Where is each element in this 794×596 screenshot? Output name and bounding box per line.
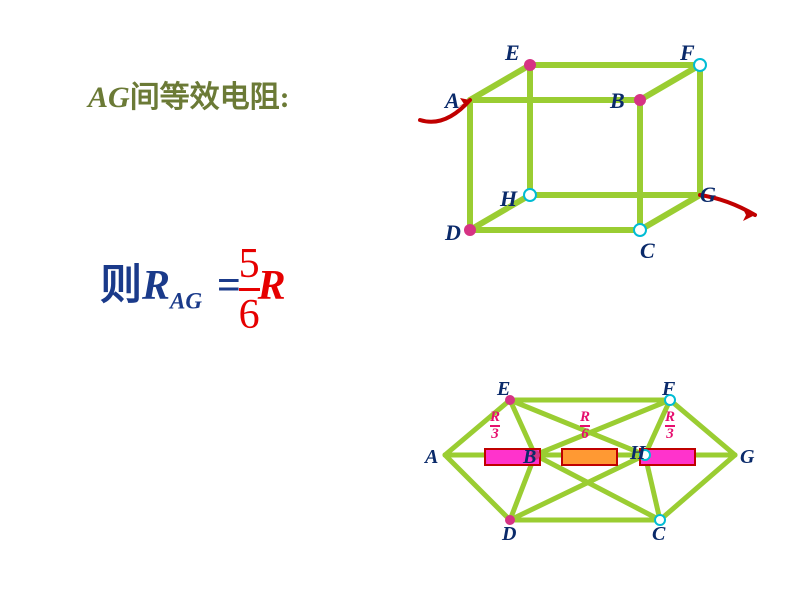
flat-frac-2: R3: [665, 410, 675, 442]
cube-label-E: E: [505, 40, 520, 66]
formula-num: 5: [239, 240, 260, 291]
flat-label-B: B: [523, 446, 536, 469]
flat-label-E: E: [497, 378, 510, 401]
flat-label-C: C: [652, 523, 665, 546]
formula-eq: =: [217, 263, 241, 309]
flat-frac-0: R3: [490, 410, 500, 442]
page-title: AG间等效电阻:: [88, 72, 290, 116]
formula-suffix: R: [258, 263, 286, 309]
cube-label-D: D: [445, 220, 461, 246]
formula-sub: AG: [170, 288, 202, 314]
flat-label-D: D: [502, 523, 516, 546]
formula-prefix: 则: [100, 263, 142, 309]
formula-fraction: 5 6: [239, 240, 260, 339]
formula-var: R: [142, 263, 170, 309]
formula: 则RAG = 5 6 R: [100, 240, 286, 339]
cube-label-H: H: [500, 186, 517, 212]
flat-label-F: F: [662, 378, 675, 401]
title-rest: 间等效电阻:: [130, 81, 290, 114]
formula-den: 6: [239, 291, 260, 339]
cube-label-C: C: [640, 238, 655, 264]
flat-label-G: G: [740, 446, 754, 469]
cube-label-A: A: [445, 88, 460, 114]
flat-label-A: A: [425, 446, 438, 469]
flat-label-H: H: [630, 442, 646, 465]
title-var: AG: [88, 81, 130, 114]
flat-frac-1: R6: [580, 410, 590, 442]
cube-label-B: B: [610, 88, 625, 114]
cube-label-F: F: [680, 40, 695, 66]
cube-label-G: G: [700, 182, 716, 208]
